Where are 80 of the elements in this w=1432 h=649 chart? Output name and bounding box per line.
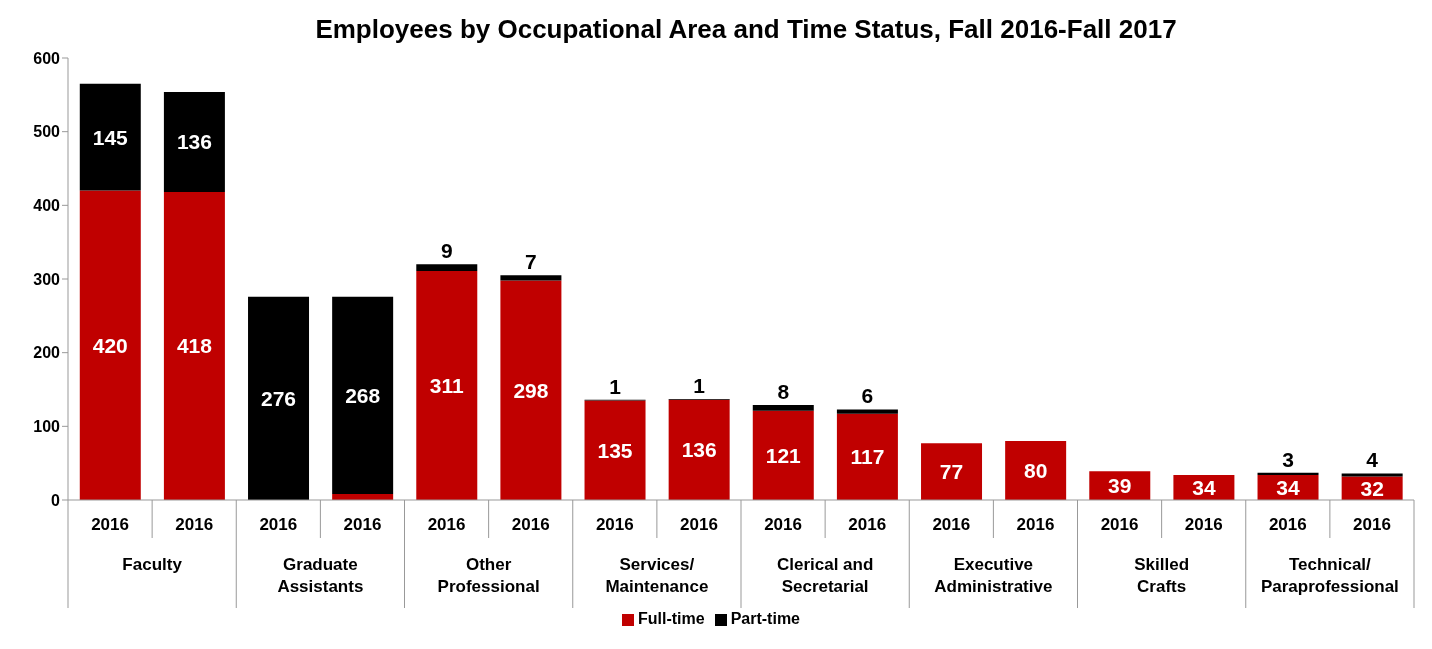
data-label: 34 xyxy=(1192,475,1216,499)
text: Faculty xyxy=(122,555,183,574)
x-tick-label: 2016 xyxy=(764,515,802,534)
data-label: 298 xyxy=(513,378,549,402)
bar xyxy=(163,192,225,500)
x-tick-label: 2016 xyxy=(91,515,129,534)
bar xyxy=(584,400,646,500)
bar xyxy=(79,190,141,500)
data-label: 135 xyxy=(597,438,633,462)
x-tick-label: 2016 xyxy=(511,515,550,534)
bar xyxy=(836,413,898,500)
chart-title: Employees by Occupational Area and Time Status, Fall 2016-Fall 2017 xyxy=(315,14,1177,44)
legend-label: Full-time xyxy=(637,610,705,627)
data-label: 77 xyxy=(939,459,964,483)
text: Other Professional xyxy=(437,555,540,596)
data-label: 4 xyxy=(1366,448,1379,472)
text: Clerical and Secretarial xyxy=(776,555,874,596)
x-tick-label: 2016 xyxy=(175,515,214,534)
bar xyxy=(416,264,478,271)
data-label: 6 xyxy=(861,384,874,408)
bar xyxy=(1257,472,1319,475)
data-label: 34 xyxy=(1276,475,1301,499)
bar xyxy=(248,296,310,500)
bar xyxy=(752,404,814,411)
bar xyxy=(500,275,562,281)
data-label: 117 xyxy=(850,445,885,469)
data-label: 9 xyxy=(440,239,453,263)
x-tick-label: 2016 xyxy=(932,515,971,534)
data-label: 8 xyxy=(777,379,790,403)
x-tick-label: 2016 xyxy=(680,515,718,534)
y-tick-label: 400 xyxy=(33,197,61,215)
data-label: 268 xyxy=(345,383,381,407)
bar xyxy=(921,443,983,500)
bar xyxy=(500,280,562,500)
data-label: 121 xyxy=(765,443,802,467)
x-tick-label: 2016 xyxy=(343,515,382,534)
x-tick-label: 2016 xyxy=(1100,515,1139,534)
bar xyxy=(416,270,478,500)
x-tick-label: 2016 xyxy=(1016,515,1055,534)
x-tick-label: 2016 xyxy=(1184,515,1223,534)
y-tick-label: 500 xyxy=(33,123,61,141)
text: Skilled Crafts xyxy=(1134,555,1190,596)
bar xyxy=(332,296,394,495)
x-tick-label: 2016 xyxy=(1268,515,1307,534)
data-label: 32 xyxy=(1360,476,1384,500)
bar xyxy=(1341,473,1403,477)
y-tick-label: 600 xyxy=(33,49,61,67)
x-tick-label: 2016 xyxy=(259,515,298,534)
text: Technical/ Paraprofessional xyxy=(1260,555,1399,596)
data-label: 276 xyxy=(261,386,297,410)
bar xyxy=(1005,441,1067,500)
data-label: 1 xyxy=(609,374,622,398)
data-label: 1 xyxy=(693,374,706,398)
x-tick-label: 2016 xyxy=(848,515,887,534)
data-label: 311 xyxy=(429,373,465,397)
data-label: 39 xyxy=(1108,473,1132,497)
legend-label: Part-time xyxy=(730,610,801,627)
x-tick-label: 2016 xyxy=(595,515,634,534)
bar xyxy=(163,91,225,193)
text: Executive Administrative xyxy=(934,555,1053,596)
data-label: 3 xyxy=(1282,447,1294,471)
data-label: 145 xyxy=(92,125,129,149)
y-tick-label: 200 xyxy=(33,344,61,362)
data-label: 80 xyxy=(1023,458,1048,482)
bar xyxy=(79,83,141,191)
x-tick-label: 2016 xyxy=(1353,515,1391,534)
y-tick-label: 100 xyxy=(33,418,61,436)
data-label: 418 xyxy=(176,334,213,358)
data-label: 136 xyxy=(176,130,212,154)
bar xyxy=(752,410,814,500)
y-tick-label: 0 xyxy=(51,491,61,509)
text: Graduate Assistants xyxy=(277,555,364,596)
data-label: 7 xyxy=(525,250,537,274)
y-tick-label: 300 xyxy=(33,270,61,288)
data-label: 136 xyxy=(681,438,717,462)
text: Services/ Maintenance xyxy=(605,555,709,596)
x-tick-label: 2016 xyxy=(427,515,466,534)
data-label: 420 xyxy=(92,333,128,357)
bar xyxy=(668,399,730,500)
bar xyxy=(836,409,898,414)
